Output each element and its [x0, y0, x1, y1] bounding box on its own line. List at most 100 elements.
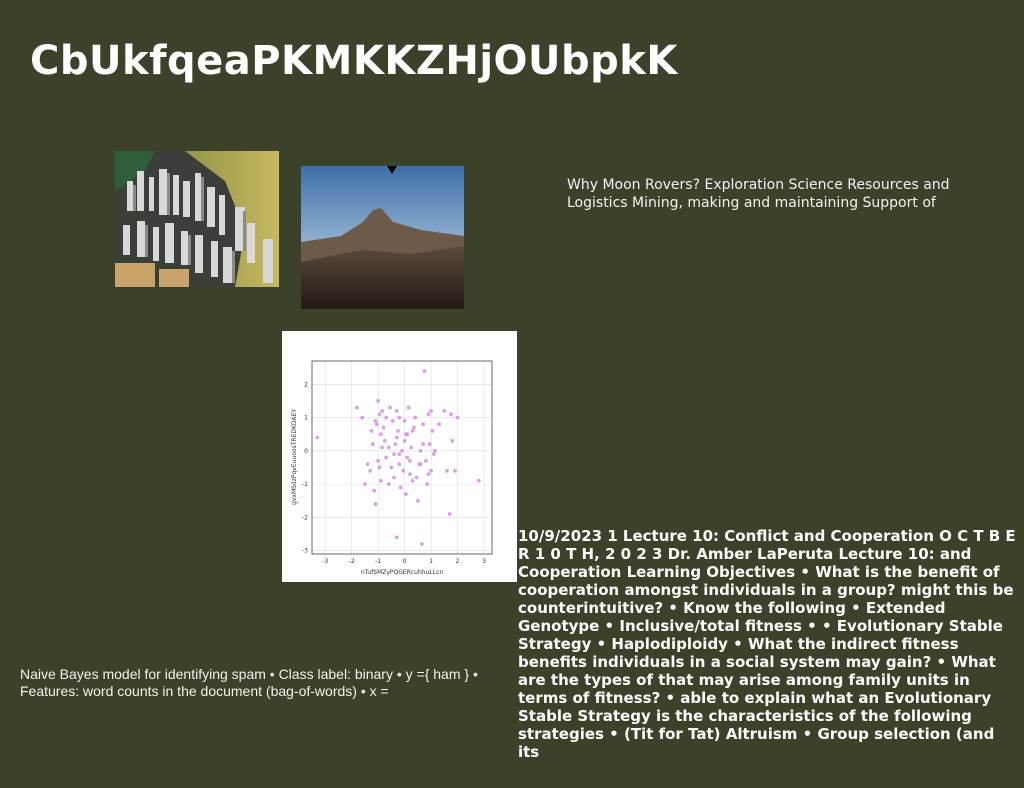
scatter-point — [433, 448, 437, 453]
scatter-chart: -3 -2 -1 0 1 2 3 -3 -2 -1 0 1 2 nTufSMZyPQGERcuhhuLL… — [291, 360, 493, 576]
scatter-point — [408, 458, 412, 463]
scatter-point — [429, 409, 434, 413]
scatter-point — [380, 409, 385, 413]
scatter-point — [382, 438, 387, 443]
scatter-point — [398, 485, 403, 490]
scatter-point — [412, 425, 416, 430]
scatter-point — [394, 535, 399, 540]
scatter-point — [389, 465, 394, 470]
scatter-point — [430, 428, 435, 433]
scatter-point — [442, 409, 447, 413]
scatter-point — [408, 472, 412, 477]
plot-frame — [311, 360, 493, 555]
scatter-point — [390, 418, 395, 423]
scatter-point — [413, 415, 418, 420]
scatter-point — [437, 422, 441, 427]
scatter-point — [369, 428, 374, 433]
scatter-point — [376, 399, 381, 403]
scatter-point — [415, 498, 420, 503]
lecture-text: 10/9/2023 1 Lecture 10: Conflict and Coo… — [518, 527, 1016, 761]
mountain-landscape-icon — [301, 166, 464, 309]
scatter-point — [386, 482, 391, 487]
x-tick-label: 3 — [482, 558, 486, 565]
scatter-point — [421, 422, 426, 427]
y-tick-label: -2 — [302, 514, 308, 521]
scatter-point — [370, 442, 375, 447]
scatter-point — [374, 422, 379, 427]
scatter-point — [410, 478, 415, 483]
scatter-point — [360, 415, 365, 420]
x-tick-label: 1 — [429, 558, 433, 565]
scatter-point — [419, 542, 424, 546]
scatter-point — [418, 448, 423, 453]
mountain-landscape-image — [301, 166, 464, 309]
scatter-point — [453, 468, 457, 473]
scatter-point — [377, 412, 382, 417]
scatter-point — [414, 475, 419, 480]
scatter-point — [401, 468, 406, 473]
city-skyline-icon — [115, 151, 279, 287]
scatter-point — [445, 468, 449, 473]
scatter-point — [476, 478, 481, 483]
scatter-point — [449, 412, 453, 417]
scatter-point — [368, 468, 373, 473]
scatter-point — [392, 452, 396, 457]
scatter-point — [378, 478, 383, 483]
city-skyline-image — [115, 151, 279, 287]
scatter-point — [392, 475, 396, 480]
scatter-point — [431, 452, 436, 457]
scatter-point — [373, 418, 378, 423]
scatter-point — [380, 445, 385, 450]
scatter-point — [426, 412, 431, 417]
naive-bayes-text: Naive Bayes model for identifying spam •… — [20, 666, 478, 699]
scatter-point — [402, 438, 407, 443]
y-tick-label: -3 — [302, 548, 308, 555]
scatter-point — [404, 492, 408, 497]
scatter-point — [372, 488, 377, 493]
scatter-point — [429, 468, 434, 473]
scatter-point — [386, 445, 391, 450]
scatter-point — [450, 438, 455, 443]
x-tick-label: -3 — [322, 558, 328, 565]
scatter-point — [426, 472, 431, 477]
scatter-point — [418, 462, 423, 467]
scatter-point — [384, 455, 389, 460]
scatter-point — [388, 405, 392, 410]
scatter-point — [394, 435, 399, 440]
scatter-point — [376, 458, 381, 463]
scatter-point — [447, 512, 452, 516]
scatter-point — [397, 452, 402, 457]
scatter-point — [410, 428, 415, 433]
scatter-point — [394, 409, 399, 413]
scatter-point — [315, 435, 320, 440]
scatter-point — [402, 418, 407, 423]
x-tick-label: -2 — [349, 558, 355, 565]
y-tick-label: 0 — [304, 448, 308, 455]
scatter-point — [393, 442, 398, 447]
scatter-point — [363, 482, 367, 487]
scatter-point — [423, 458, 428, 463]
scatter-point — [427, 442, 432, 447]
scatter-point — [421, 442, 426, 447]
scatter-point — [404, 432, 408, 437]
x-tick-label: -1 — [375, 558, 381, 565]
moon-rovers-text: Why Moon Rovers? Exploration Science Res… — [567, 177, 950, 211]
x-tick-label: 2 — [456, 558, 460, 565]
scatter-point — [405, 455, 410, 460]
y-axis-label: gvxMSdzPqvEuuoosTREDKDAEY — [291, 409, 298, 505]
x-axis-label: nTufSMZyPQGERcuhhuLLcn — [361, 569, 444, 576]
scatter-point — [397, 462, 402, 467]
scatter-point — [409, 445, 414, 450]
scatter-point — [377, 465, 382, 470]
y-tick-label: 2 — [304, 381, 308, 388]
page-title: CbUkfqeaPKMKKZHjOUbpkK — [30, 38, 678, 84]
scatter-point — [397, 415, 402, 420]
scatter-point — [396, 428, 400, 433]
scatter-point — [422, 369, 427, 373]
scatter-point — [355, 405, 359, 410]
scatter-point — [384, 415, 389, 420]
scatter-point — [373, 502, 378, 506]
x-tick-label: 0 — [403, 558, 407, 565]
scatter-plot: -3 -2 -1 0 1 2 3 -3 -2 -1 0 1 2 nTufSMZyPQGERcuhhuLL… — [282, 331, 517, 582]
scatter-point — [378, 432, 383, 437]
